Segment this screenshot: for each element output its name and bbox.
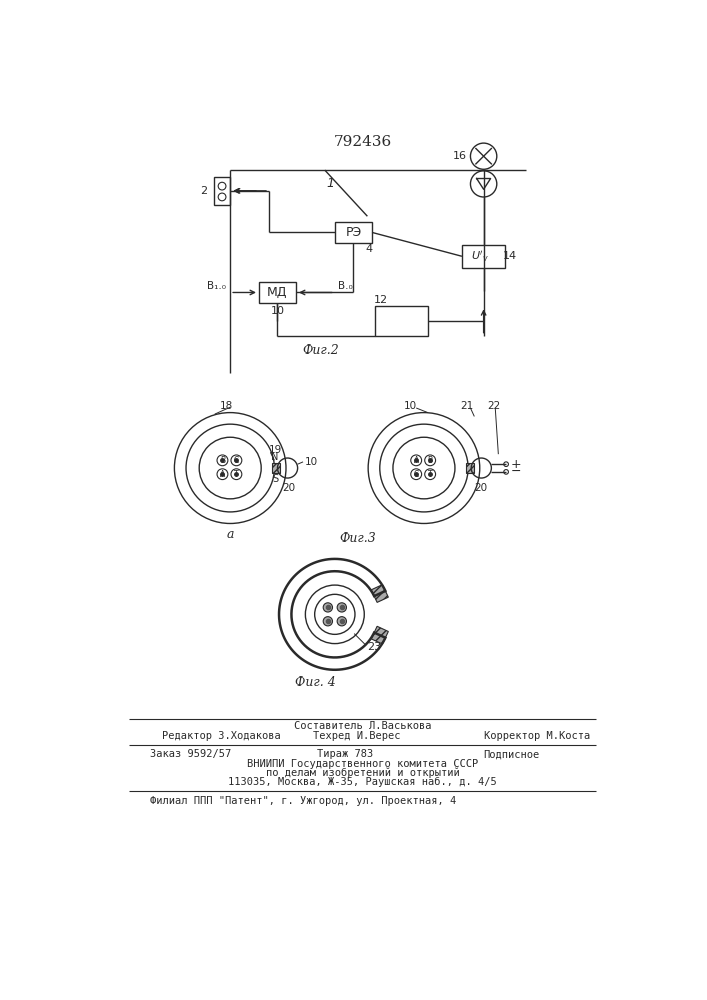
Text: по делам изобретений и открытий: по делам изобретений и открытий: [266, 768, 460, 778]
Text: МД: МД: [267, 286, 288, 299]
Text: РЭ: РЭ: [345, 226, 361, 239]
Text: 113035, Москва, Ж-35, Раушская наб., д. 4/5: 113035, Москва, Ж-35, Раушская наб., д. …: [228, 777, 497, 787]
Text: A: A: [220, 470, 225, 479]
Text: 10: 10: [305, 457, 317, 467]
Text: N: N: [271, 452, 279, 462]
Text: a: a: [226, 528, 234, 541]
Text: Техред И.Верес: Техред И.Верес: [313, 731, 401, 741]
Circle shape: [337, 603, 346, 612]
Text: Подписное: Подписное: [484, 749, 540, 759]
Text: 16: 16: [452, 151, 467, 161]
Text: T: T: [234, 470, 239, 479]
Bar: [259, 282, 296, 303]
Text: B: B: [220, 456, 225, 465]
Bar: [272, 463, 280, 473]
Circle shape: [323, 603, 332, 612]
Text: Редактор З.Ходакова: Редактор З.Ходакова: [162, 731, 281, 741]
Text: Заказ 9592/57: Заказ 9592/57: [151, 749, 232, 759]
Text: В₁.₀: В₁.₀: [207, 281, 226, 291]
Text: 10: 10: [404, 401, 416, 411]
Text: 20: 20: [283, 483, 296, 493]
Text: ВНИИПИ Государственного комитета СССР: ВНИИПИ Государственного комитета СССР: [247, 759, 479, 769]
Text: Составитель Л.Васькова: Составитель Л.Васькова: [294, 721, 431, 731]
Text: 18: 18: [220, 401, 233, 411]
Bar: [371, 585, 388, 602]
Text: 23: 23: [368, 642, 382, 652]
Text: Фиг.3: Фиг.3: [339, 532, 376, 545]
Text: 19: 19: [269, 445, 282, 455]
Text: 22: 22: [487, 401, 501, 411]
Text: A: A: [414, 456, 419, 465]
Bar: [375, 306, 428, 336]
Text: C: C: [414, 470, 419, 479]
Text: $U'_v$: $U'_v$: [471, 249, 489, 264]
Text: 20: 20: [474, 483, 488, 493]
Text: B: B: [428, 456, 433, 465]
Text: 12: 12: [373, 295, 387, 305]
Text: В.₀: В.₀: [338, 281, 353, 291]
Text: +: +: [510, 458, 521, 471]
Circle shape: [337, 617, 346, 626]
Text: 4: 4: [366, 244, 373, 254]
Text: Тираж 783: Тираж 783: [317, 749, 373, 759]
Text: −: −: [510, 465, 521, 478]
Text: S: S: [272, 474, 279, 484]
Bar: [214, 177, 230, 205]
Bar: [335, 222, 372, 243]
Text: Корректор М.Коста: Корректор М.Коста: [484, 731, 590, 741]
Text: 21: 21: [460, 401, 473, 411]
Text: T: T: [428, 470, 433, 479]
Text: C: C: [234, 456, 239, 465]
Text: 2: 2: [201, 186, 208, 196]
Bar: [462, 245, 506, 268]
Circle shape: [323, 617, 332, 626]
Text: Фиг. 4: Фиг. 4: [295, 676, 336, 689]
Text: 10: 10: [271, 306, 284, 316]
Bar: [466, 463, 474, 473]
Text: 792436: 792436: [334, 135, 392, 149]
Text: Фиг.2: Фиг.2: [303, 344, 339, 358]
Text: Филиал ППП "Патент", г. Ужгород, ул. Проектная, 4: Филиал ППП "Патент", г. Ужгород, ул. Про…: [151, 796, 457, 806]
Text: 14: 14: [503, 251, 517, 261]
Bar: [371, 626, 388, 644]
Text: 1: 1: [326, 177, 334, 190]
